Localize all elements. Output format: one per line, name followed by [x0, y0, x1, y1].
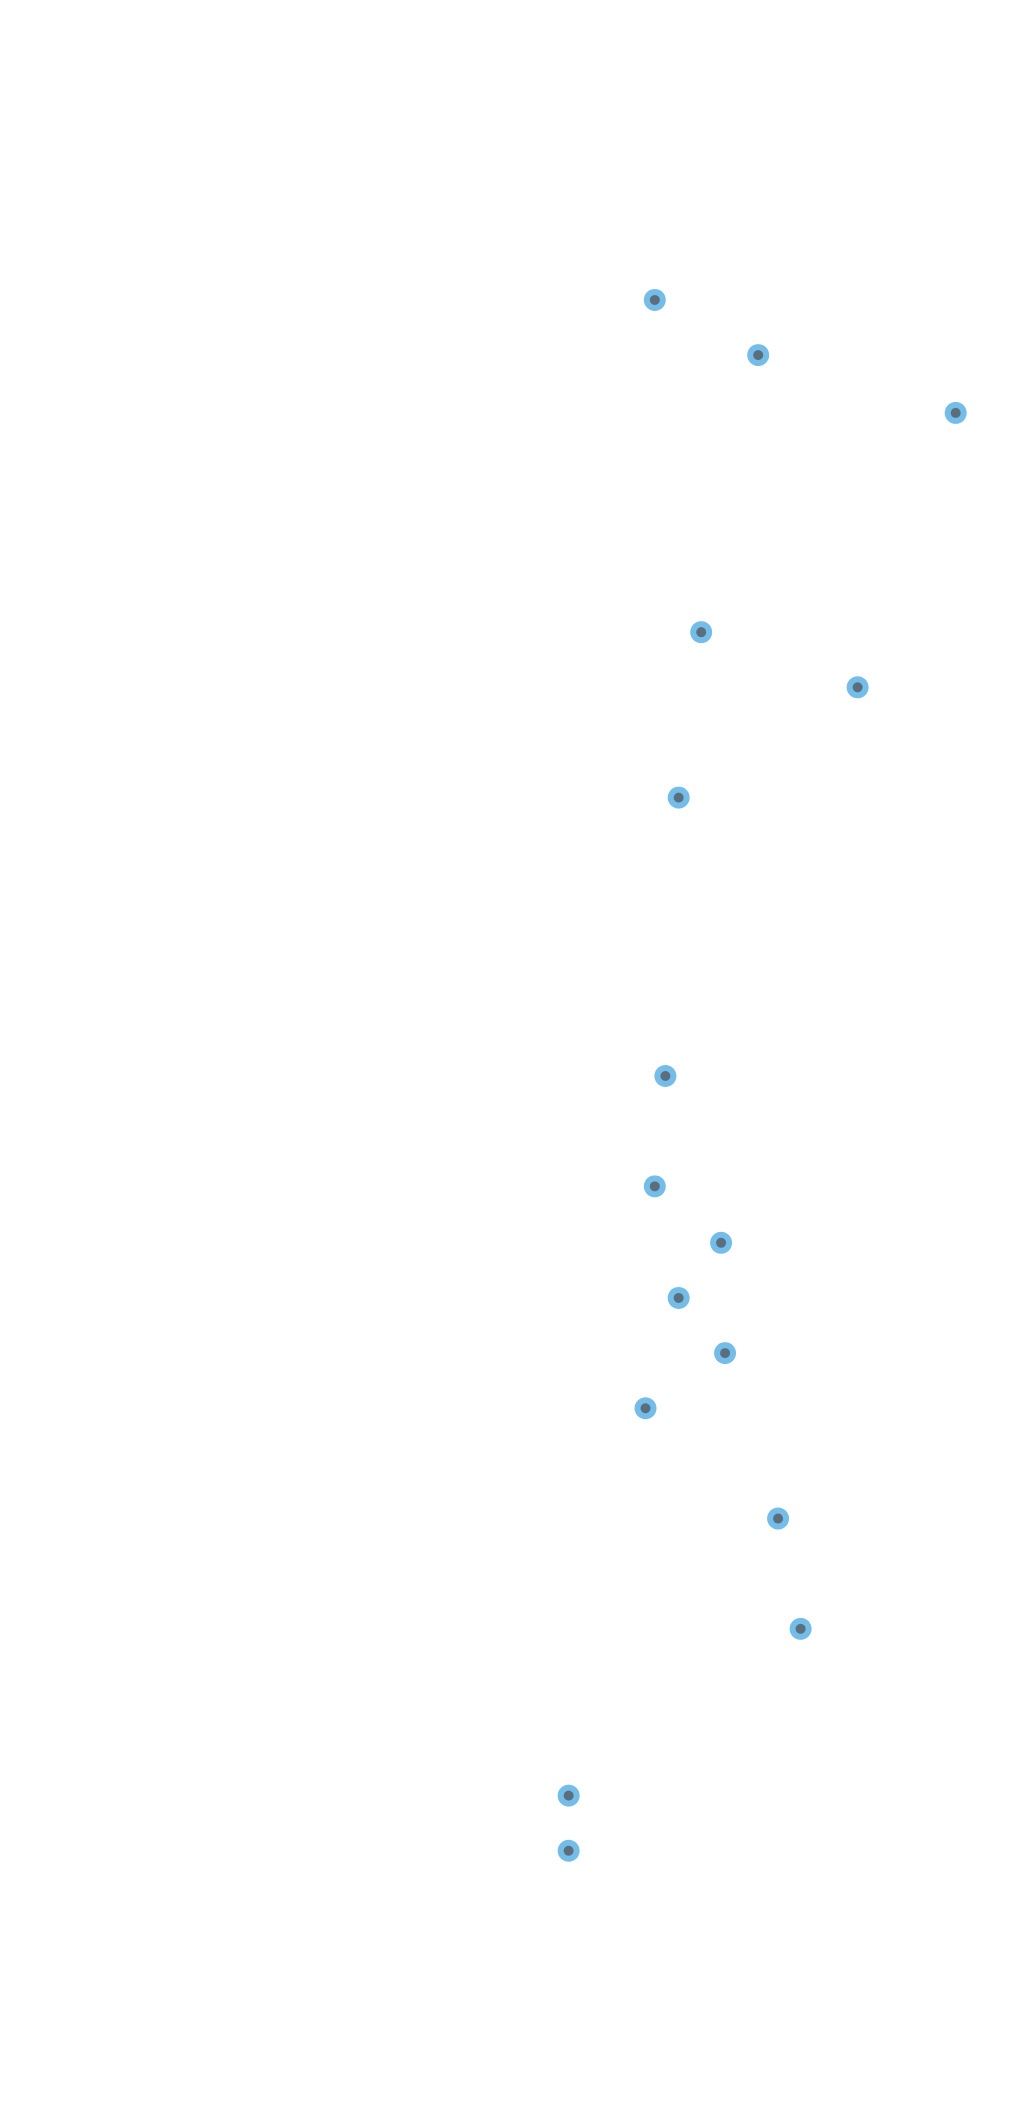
- data-point-center: [716, 1237, 727, 1248]
- data-point-center: [563, 1790, 574, 1801]
- data-point: [634, 1397, 657, 1420]
- data-point-center: [660, 1071, 671, 1082]
- data-point: [789, 1617, 812, 1640]
- data-point: [747, 344, 770, 367]
- data-point: [690, 621, 713, 644]
- data-point: [643, 288, 666, 311]
- data-point: [714, 1342, 737, 1365]
- data-point-center: [563, 1845, 574, 1856]
- data-point: [846, 676, 869, 699]
- data-point-center: [673, 1292, 684, 1303]
- data-point-center: [773, 1513, 784, 1524]
- data-point: [654, 1065, 677, 1088]
- data-point: [710, 1231, 733, 1254]
- data-point-center: [649, 294, 660, 305]
- data-point-center: [640, 1403, 651, 1414]
- data-point: [667, 786, 690, 809]
- data-point-center: [852, 682, 863, 693]
- data-point: [643, 1175, 666, 1198]
- data-point: [944, 401, 967, 424]
- data-point: [667, 1286, 690, 1309]
- data-point-center: [720, 1348, 731, 1359]
- data-point: [557, 1839, 580, 1862]
- data-point-center: [795, 1623, 806, 1634]
- points-layer: [557, 288, 967, 1862]
- data-point-center: [649, 1181, 660, 1192]
- data-point-center: [673, 792, 684, 803]
- data-point-center: [753, 350, 764, 361]
- data-point-center: [696, 627, 707, 638]
- data-point: [767, 1507, 790, 1530]
- data-point: [557, 1784, 580, 1807]
- data-point-center: [950, 407, 961, 418]
